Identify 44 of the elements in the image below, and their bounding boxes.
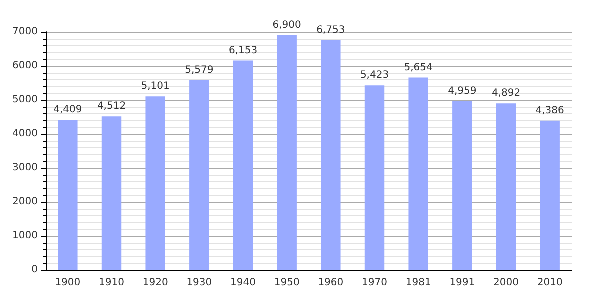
bar	[146, 96, 166, 270]
y-tick-label: 0	[32, 264, 38, 276]
data-label: 5,579	[185, 64, 214, 76]
data-label: 5,423	[360, 70, 390, 82]
y-tick-label: 6000	[12, 60, 38, 72]
y-tick-label: 1000	[12, 230, 38, 242]
x-tick-label: 1910	[99, 278, 124, 288]
data-label: 4,409	[54, 104, 82, 116]
bar	[496, 104, 516, 270]
x-tick-label: 1930	[186, 278, 212, 288]
x-tick-label: 1960	[318, 278, 344, 288]
y-tick-label: 2000	[12, 196, 38, 208]
bar	[277, 35, 297, 270]
y-tick-label: 5000	[12, 94, 38, 106]
x-tick-label: 1900	[55, 278, 81, 288]
data-label: 6,153	[228, 45, 258, 56]
bar	[321, 40, 341, 270]
y-tick-label: 3000	[12, 162, 38, 174]
y-tick-label: 4000	[12, 128, 38, 140]
data-label: 5,101	[141, 81, 170, 92]
bar	[102, 116, 122, 270]
x-tick-label: 1920	[142, 278, 168, 288]
data-label: 6,753	[316, 24, 346, 36]
data-label: 4,386	[536, 105, 564, 116]
x-tick-label: 1981	[406, 278, 432, 288]
x-tick-label: 2000	[494, 278, 519, 288]
bar	[233, 60, 254, 270]
x-tick-label: 1970	[362, 278, 388, 288]
bar	[408, 78, 428, 270]
data-label: 4,512	[97, 101, 126, 112]
y-tick-label: 7000	[12, 26, 38, 38]
data-label: 4,892	[492, 88, 521, 100]
data-label: 6,900	[272, 20, 302, 31]
x-tick-label: 1950	[274, 278, 300, 288]
x-tick-label: 2010	[537, 278, 563, 288]
x-tick-label: 1991	[450, 278, 476, 288]
data-label: 4,959	[448, 86, 477, 97]
bar	[190, 80, 210, 270]
x-tick-label: 1940	[230, 278, 256, 288]
bar	[58, 120, 78, 270]
data-label: 5,654	[404, 62, 433, 74]
bar	[452, 101, 472, 270]
bar	[540, 120, 560, 270]
bar	[364, 86, 385, 270]
